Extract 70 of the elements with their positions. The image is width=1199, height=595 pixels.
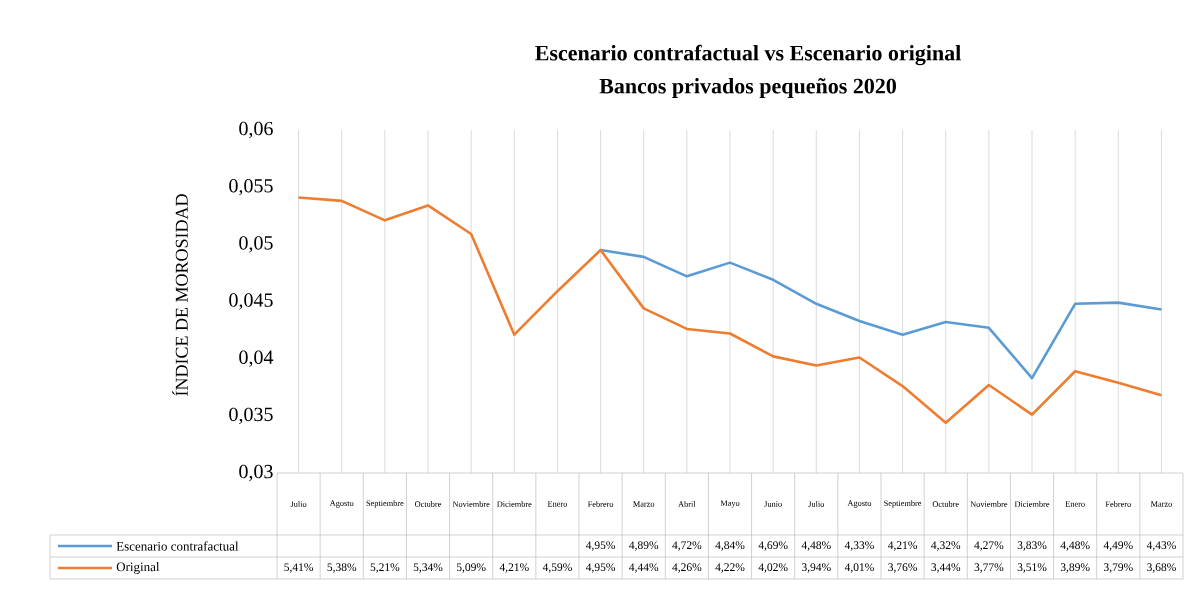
- data-label: 4,84%: [715, 541, 745, 551]
- x-tick-label: Diciembre: [1014, 501, 1050, 507]
- data-label: 5,38%: [327, 563, 357, 573]
- data-label: 4,95%: [585, 541, 616, 551]
- data-label: 4,49%: [1103, 541, 1133, 551]
- data-label: 5,34%: [413, 563, 443, 573]
- x-tick-label: Septiembre: [366, 500, 404, 508]
- x-tick-label: Noviembre: [970, 501, 1008, 507]
- data-label: 3,83%: [1017, 541, 1047, 551]
- data-label: 3,68%: [1147, 563, 1176, 573]
- x-tick-label: Enero: [1065, 501, 1085, 507]
- x-tick-label: Octubre: [414, 501, 442, 507]
- x-tick-label: Abril: [678, 501, 696, 507]
- data-label: 4,48%: [801, 541, 831, 551]
- data-label: 4,27%: [974, 541, 1004, 551]
- data-label: 4,72%: [672, 541, 702, 551]
- data-label: 4,95%: [585, 563, 616, 573]
- data-label: 3,76%: [888, 563, 918, 573]
- data-label: 3,77%: [974, 563, 1004, 573]
- y-tick-label: 0,04: [239, 350, 274, 367]
- data-label: 4,33%: [844, 541, 874, 551]
- data-label: 4,02%: [758, 563, 788, 573]
- x-tick-label: Mayo: [720, 500, 740, 508]
- data-label: 4,59%: [542, 563, 572, 573]
- x-tick-label: Marzo: [1150, 501, 1172, 507]
- x-tick-label: Marzo: [633, 501, 655, 507]
- x-tick-label: Septiembre: [884, 500, 922, 508]
- data-label: 3,79%: [1104, 563, 1133, 573]
- x-tick-label: Agosto: [329, 500, 354, 508]
- y-tick-label: 0,03: [239, 464, 273, 482]
- line-series: [599, 248, 1163, 380]
- chart-subtitle: Bancos privados pequeños 2020: [599, 78, 896, 99]
- data-label: 4,01%: [844, 563, 874, 573]
- x-tick-label: Diciembre: [497, 501, 532, 507]
- y-tick-label: 0,05: [239, 236, 273, 253]
- line-series: [297, 196, 1163, 424]
- x-tick-label: Noviembre: [452, 501, 490, 507]
- data-label: 4,48%: [1060, 541, 1090, 551]
- data-label: 4,69%: [758, 541, 788, 551]
- data-label: 3,94%: [802, 563, 831, 573]
- x-tick-label: Febrero: [587, 501, 614, 507]
- x-tick-label: Febrero: [1105, 501, 1131, 507]
- y-axis-title: ÍNDICE DE MOROSIDAD: [172, 194, 188, 396]
- y-tick-label: 0,035: [229, 407, 273, 425]
- data-label: 4,89%: [629, 541, 659, 551]
- data-label: 3,44%: [931, 563, 961, 573]
- x-tick-label: Agosto: [847, 500, 872, 508]
- legend-label: Escenario contrafactual: [116, 541, 239, 551]
- data-label: 5,41%: [284, 563, 314, 573]
- data-label: 4,32%: [931, 541, 961, 551]
- data-label: 4,44%: [629, 563, 659, 573]
- data-label: 4,26%: [672, 563, 702, 573]
- y-tick-label: 0,055: [229, 178, 273, 196]
- data-label: 3,51%: [1017, 563, 1047, 573]
- y-tick-label: 0,06: [239, 121, 273, 139]
- data-label: 4,21%: [887, 541, 918, 551]
- legend-label: Original: [116, 562, 160, 574]
- x-tick-label: Julio: [808, 501, 825, 507]
- chart-title: Escenario contrafactual vs Escenario original: [535, 44, 961, 66]
- x-tick-label: Enero: [547, 501, 568, 507]
- data-label: 4,43%: [1146, 541, 1176, 551]
- x-tick-label: Junio: [764, 501, 782, 507]
- data-label: 4,22%: [715, 563, 745, 573]
- data-label: 4,21%: [499, 563, 529, 573]
- x-tick-label: Octubre: [932, 501, 959, 507]
- y-tick-label: 0,045: [229, 293, 273, 310]
- x-tick-label: Julio: [290, 501, 307, 507]
- data-label: 3,89%: [1060, 563, 1090, 573]
- data-label: 5,21%: [370, 563, 400, 573]
- data-label: 5,09%: [456, 563, 486, 573]
